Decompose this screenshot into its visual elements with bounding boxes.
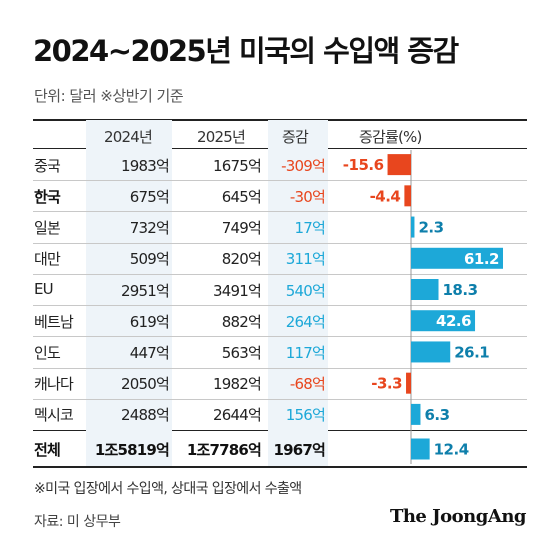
row-value-2024: 2951억 — [121, 281, 170, 300]
header-change: 증감 — [282, 128, 309, 146]
rate-bar — [411, 341, 451, 363]
row-value-2024: 1983억 — [121, 156, 170, 175]
column-shade-2024 — [86, 120, 172, 466]
row-change: -68억 — [289, 375, 326, 394]
row-country-label: 전체 — [34, 441, 61, 459]
rate-data-label: 2.3 — [418, 219, 443, 237]
rate-bar — [406, 372, 411, 394]
rate-data-label: 26.1 — [454, 343, 489, 361]
row-country-label: 중국 — [34, 156, 61, 175]
header-2025: 2025년 — [197, 128, 246, 146]
row-country-label: EU — [34, 279, 54, 298]
chart-title: 2024~2025년 미국의 수입액 증감 — [33, 34, 459, 68]
row-value-2024: 447억 — [129, 343, 170, 362]
row-value-2025: 3491억 — [213, 281, 262, 300]
rate-data-label: -4.4 — [370, 187, 401, 205]
rate-data-label: 18.3 — [443, 281, 478, 299]
row-value-2024: 2488억 — [121, 406, 170, 425]
row-value-2024: 619억 — [129, 312, 170, 331]
row-value-2025: 1675억 — [213, 156, 262, 175]
brand-logo: The JoongAng — [389, 506, 527, 527]
rate-bar — [411, 247, 503, 269]
rate-bar — [404, 185, 411, 207]
row-divider — [33, 211, 527, 213]
rate-data-label: -3.3 — [371, 375, 402, 393]
row-change: 117억 — [285, 343, 326, 362]
row-value-2024: 675억 — [129, 187, 170, 206]
row-change: -309억 — [281, 156, 326, 175]
row-country-label: 캐나다 — [34, 375, 74, 394]
row-country-label: 멕시코 — [34, 406, 74, 425]
table-bottom-rule — [33, 466, 527, 468]
header-rate: 증감률(%) — [359, 128, 422, 146]
row-divider — [33, 336, 527, 338]
row-value-2025: 1982억 — [213, 375, 262, 394]
row-country-label: 한국 — [34, 187, 61, 206]
rate-bar — [411, 310, 476, 332]
rate-bar — [387, 154, 411, 176]
row-divider — [33, 367, 527, 369]
row-country-label: 일본 — [34, 219, 61, 238]
source-credit: 자료: 미 상무부 — [34, 514, 121, 530]
header-2024: 2024년 — [104, 128, 153, 146]
rate-bar — [411, 216, 415, 238]
rate-bar — [411, 279, 439, 300]
rate-data-label: 61.2 — [464, 250, 499, 268]
row-divider — [33, 273, 527, 275]
row-value-2024: 732억 — [129, 219, 170, 238]
row-change: 156억 — [285, 406, 326, 425]
row-divider — [33, 180, 527, 182]
column-shade-change — [268, 120, 328, 466]
rate-bar — [411, 403, 421, 425]
row-change: -30억 — [289, 187, 326, 206]
row-value-2025: 645억 — [221, 187, 262, 206]
row-divider — [33, 242, 527, 244]
row-change: 1967억 — [273, 441, 325, 459]
rate-data-label: -15.6 — [343, 156, 384, 174]
row-divider — [33, 398, 527, 400]
footnote: ※미국 입장에서 수입액, 상대국 입장에서 수출액 — [34, 481, 302, 497]
row-value-2025: 2644억 — [213, 406, 262, 425]
rate-bar — [411, 438, 430, 460]
rate-data-label: 42.6 — [436, 312, 471, 330]
row-value-2024: 2050억 — [121, 375, 170, 394]
row-value-2024: 1조5819억 — [94, 441, 170, 459]
row-value-2025: 882억 — [221, 312, 262, 331]
row-country-label: 인도 — [34, 343, 61, 362]
row-value-2025: 1조7786억 — [186, 441, 262, 459]
row-country-label: 대만 — [34, 250, 61, 269]
row-change: 311억 — [285, 250, 326, 269]
row-value-2025: 563억 — [221, 343, 262, 362]
rate-data-label: 6.3 — [424, 406, 449, 424]
row-value-2025: 820억 — [221, 250, 262, 269]
row-change: 540억 — [285, 281, 326, 300]
row-value-2025: 749억 — [221, 219, 262, 238]
row-value-2024: 509억 — [129, 250, 170, 269]
rate-data-label: 12.4 — [434, 441, 469, 459]
row-country-label: 베트남 — [34, 312, 74, 331]
row-change: 17억 — [294, 219, 326, 238]
row-change: 264억 — [285, 312, 326, 331]
row-divider — [33, 305, 527, 307]
chart-subtitle: 단위: 달러 ※상반기 기준 — [34, 87, 184, 105]
